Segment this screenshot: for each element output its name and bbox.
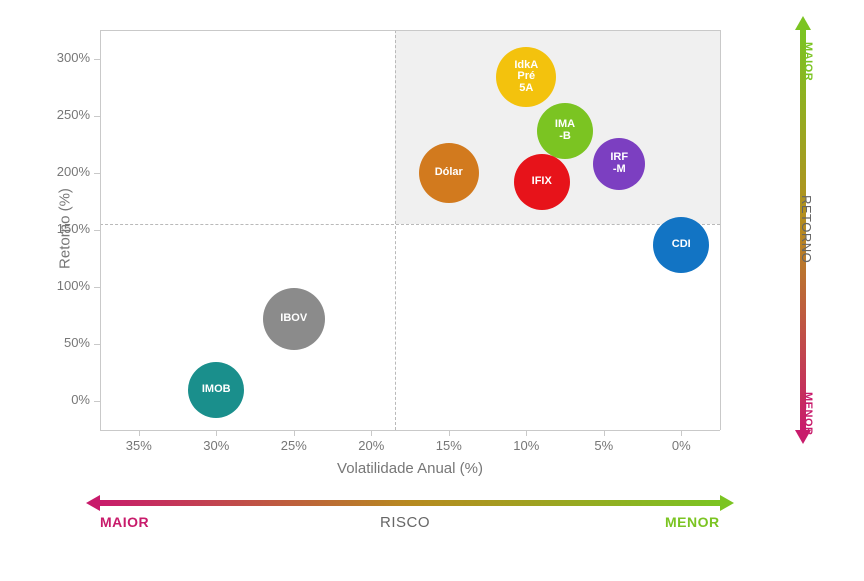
return-top-label: MAIOR <box>802 42 814 81</box>
x-tick-label: 30% <box>196 438 236 453</box>
y-tick <box>94 59 100 60</box>
x-tick <box>681 430 682 436</box>
x-tick-label: 25% <box>274 438 314 453</box>
return-center-label: RETORNO <box>799 195 814 263</box>
x-tick-label: 20% <box>351 438 391 453</box>
risk-return-bubble-chart: 35% 30% 25% 20% 15% 10% 5% 0% Volatilidade Anual… <box>0 0 864 581</box>
bubble-irf-m: IRF -M <box>593 138 645 190</box>
bubble-ifix: IFIX <box>514 154 570 210</box>
y-tick <box>94 173 100 174</box>
y-tick <box>94 344 100 345</box>
bubble-cdi: CDI <box>653 217 709 273</box>
y-tick <box>94 287 100 288</box>
x-tick <box>449 430 450 436</box>
return-bottom-label: MENOR <box>802 392 814 435</box>
y-tick-label: 300% <box>45 50 90 65</box>
x-tick <box>371 430 372 436</box>
x-tick-label: 5% <box>584 438 624 453</box>
right-border <box>720 30 721 430</box>
x-tick <box>294 430 295 436</box>
x-tick-label: 0% <box>661 438 701 453</box>
y-tick-label: 250% <box>45 107 90 122</box>
x-axis-line <box>100 430 720 431</box>
risk-center-label: RISCO <box>380 514 430 531</box>
risk-arrow-left-icon <box>86 495 100 511</box>
top-border <box>100 30 720 31</box>
x-tick-label: 15% <box>429 438 469 453</box>
bubble-ibov: IBOV <box>263 288 325 350</box>
risk-gradient-bar <box>100 500 720 506</box>
x-tick <box>139 430 140 436</box>
y-tick <box>94 401 100 402</box>
bubble-d-lar: Dólar <box>419 143 479 203</box>
y-tick-label: 50% <box>45 335 90 350</box>
y-tick <box>94 116 100 117</box>
y-axis-label: Retorno (%) <box>57 169 74 289</box>
y-axis-line <box>100 30 101 430</box>
risk-right-label: MENOR <box>665 514 720 530</box>
bubble-idka-pr-5a: IdkA Pré 5A <box>496 47 556 107</box>
x-tick <box>216 430 217 436</box>
x-axis-label: Volatilidade Anual (%) <box>310 460 510 477</box>
risk-left-label: MAIOR <box>100 514 149 530</box>
return-arrow-up-icon <box>795 16 811 30</box>
x-tick <box>604 430 605 436</box>
dashed-vertical <box>395 30 396 430</box>
x-tick-label: 10% <box>506 438 546 453</box>
x-tick <box>526 430 527 436</box>
risk-arrow-right-icon <box>720 495 734 511</box>
y-tick-label: 0% <box>45 392 90 407</box>
bubble-ima-b: IMA -B <box>537 103 593 159</box>
y-tick <box>94 230 100 231</box>
dashed-horizontal <box>100 224 720 225</box>
bubble-imob: IMOB <box>188 362 244 418</box>
x-tick-label: 35% <box>119 438 159 453</box>
